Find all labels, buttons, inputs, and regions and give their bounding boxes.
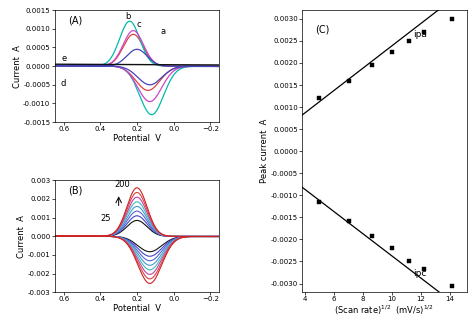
Text: (A): (A) [68, 16, 82, 26]
Text: 200: 200 [114, 180, 130, 189]
X-axis label: (Scan rate)$^{1/2}$  (mV/s)$^{1/2}$: (Scan rate)$^{1/2}$ (mV/s)$^{1/2}$ [335, 304, 434, 317]
Text: (C): (C) [315, 24, 329, 34]
Text: ipc: ipc [413, 269, 427, 279]
Y-axis label: Current  A: Current A [17, 215, 26, 258]
Text: c: c [137, 20, 141, 30]
Text: (B): (B) [68, 186, 82, 196]
Text: e: e [61, 54, 66, 63]
Text: a: a [160, 27, 165, 36]
Text: d: d [61, 79, 66, 88]
Y-axis label: Peak current  A: Peak current A [260, 119, 269, 183]
Text: b: b [125, 11, 130, 20]
Text: ipa: ipa [413, 30, 427, 39]
X-axis label: Potential  V: Potential V [113, 134, 161, 143]
Text: 25: 25 [100, 214, 111, 223]
Y-axis label: Current  A: Current A [13, 45, 22, 87]
X-axis label: Potential  V: Potential V [113, 304, 161, 313]
